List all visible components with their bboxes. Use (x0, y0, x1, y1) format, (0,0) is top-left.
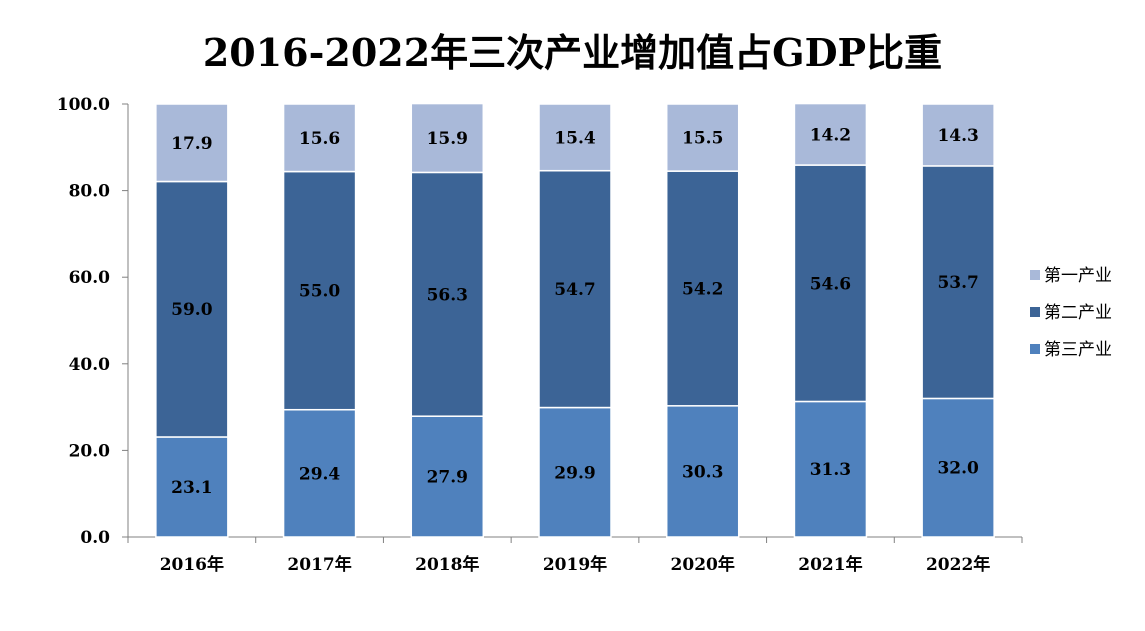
bar-segment (410, 171, 485, 417)
x-tick-label: 2021年 (798, 554, 862, 575)
legend-label: 第一产业 (1044, 266, 1112, 286)
bar-segment (793, 400, 868, 538)
x-tick-label: 2016年 (160, 554, 224, 575)
data-label: 54.2 (682, 279, 723, 299)
data-label: 30.3 (682, 462, 723, 482)
bar-segment (538, 406, 612, 538)
data-label: 15.4 (554, 128, 596, 148)
y-tick-label: 80.0 (69, 182, 111, 202)
bar-segment (921, 397, 995, 538)
bar-segment (793, 102, 868, 166)
data-label: 27.9 (427, 468, 468, 488)
data-label: 59.0 (171, 300, 213, 320)
bar-segment (921, 165, 995, 400)
bar-segment (282, 170, 357, 411)
chart-title: 2016-2022年三次产业增加值占GDP比重 (202, 30, 943, 75)
y-tick-label: 40.0 (69, 355, 111, 375)
bar-segment (793, 164, 868, 403)
x-tick-label: 2018年 (415, 554, 479, 575)
data-label: 29.4 (299, 464, 341, 484)
y-tick-label: 100.0 (57, 95, 110, 115)
data-label: 54.7 (554, 280, 595, 300)
x-tick-label: 2017年 (287, 554, 351, 575)
data-label: 15.6 (299, 129, 340, 149)
x-tick-label: 2022年 (926, 554, 990, 575)
bar-segment (155, 180, 229, 438)
data-label: 55.0 (299, 282, 341, 302)
bar-segment (665, 103, 740, 172)
legend-label: 第二产业 (1044, 303, 1112, 323)
data-label: 15.5 (682, 129, 723, 149)
bar-segment (410, 102, 485, 174)
bar-segment (921, 103, 995, 167)
data-label: 15.9 (427, 129, 468, 149)
data-label: 17.9 (171, 134, 212, 154)
x-tick-label: 2020年 (671, 554, 735, 575)
data-label: 32.0 (937, 459, 979, 479)
data-label: 56.3 (427, 285, 468, 305)
bar-segment (538, 169, 612, 409)
data-label: 14.2 (810, 125, 851, 145)
data-label: 29.9 (554, 463, 595, 483)
y-tick-label: 0.0 (80, 528, 110, 548)
data-label: 23.1 (171, 478, 212, 498)
data-label: 53.7 (937, 273, 978, 293)
bar-segment (538, 103, 612, 172)
bar-segment (282, 103, 357, 173)
data-label: 14.3 (937, 126, 978, 146)
bar-segment (410, 415, 485, 538)
y-tick-label: 60.0 (69, 268, 111, 288)
data-label: 31.3 (810, 460, 851, 480)
legend-swatch (1030, 270, 1040, 280)
data-label: 54.6 (810, 274, 851, 294)
bar-segment (282, 408, 357, 538)
legend-swatch (1030, 307, 1040, 317)
x-tick-label: 2019年 (543, 554, 607, 575)
bar-segment (665, 170, 740, 407)
legend-label: 第三产业 (1044, 340, 1112, 360)
legend-swatch (1030, 344, 1040, 354)
y-tick-label: 20.0 (69, 441, 111, 461)
bar-segment (665, 405, 740, 538)
bar-segment (155, 103, 229, 183)
